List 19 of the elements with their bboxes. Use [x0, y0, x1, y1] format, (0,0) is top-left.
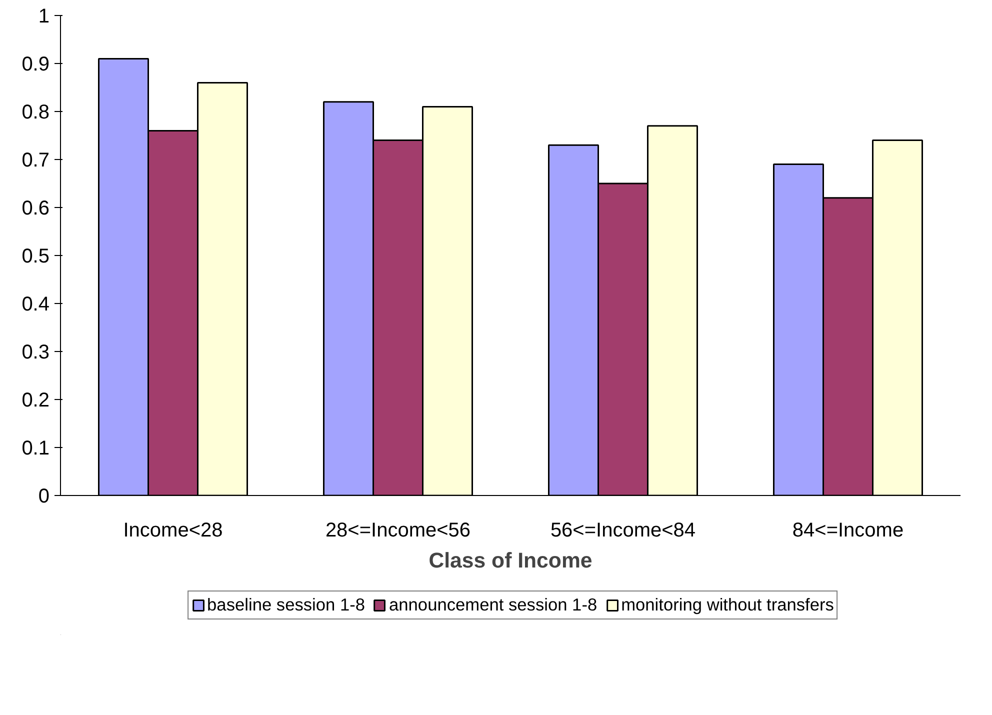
y-tick-label: 0	[38, 486, 50, 508]
y-tick-label: 0.9	[22, 54, 50, 76]
y-tick-label: 0.6	[22, 198, 50, 220]
legend-label: announcement session 1-8	[389, 594, 598, 616]
y-tick-label: 0.1	[22, 438, 50, 460]
y-tick-label: 0.3	[22, 342, 50, 364]
y-tick-label: 0.8	[22, 102, 50, 124]
x-tick-label: 84<=Income	[792, 520, 904, 542]
x-tick-label: Income<28	[123, 520, 223, 542]
y-tick-label: 1	[38, 6, 50, 28]
y-tick-label: 0.2	[22, 390, 50, 412]
y-tick-label: 0.4	[22, 294, 50, 316]
x-tick-label: 28<=Income<56	[325, 520, 471, 542]
y-tick-label: 0.7	[22, 150, 50, 172]
x-tick-label: 56<=Income<84	[550, 520, 696, 542]
x-axis-title: Class of Income	[428, 548, 592, 572]
y-tick-label: 0.5	[22, 246, 50, 268]
legend-label: monitoring without transfers	[621, 594, 834, 616]
legend-label: baseline session 1-8	[207, 594, 366, 616]
